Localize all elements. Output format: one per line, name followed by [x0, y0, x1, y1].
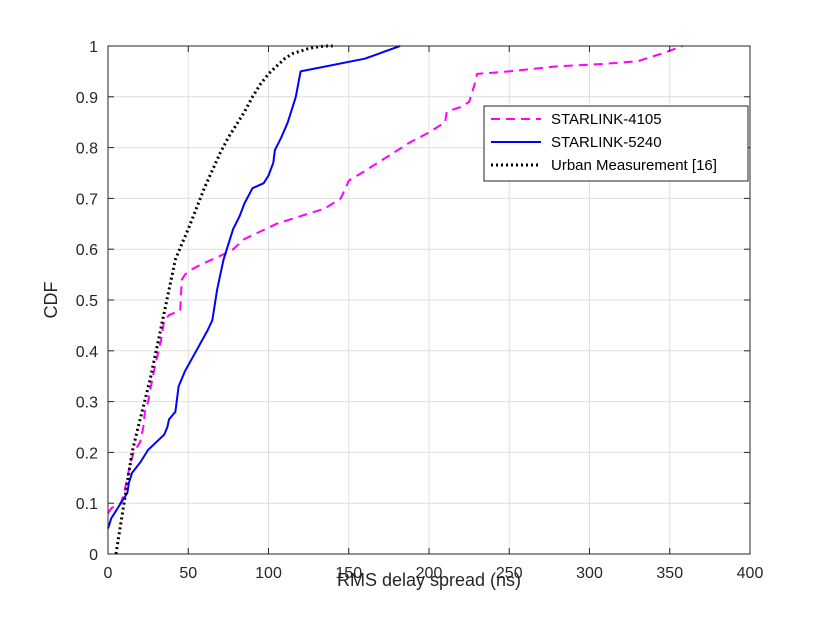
x-tick-label: 100 [255, 565, 282, 582]
y-tick-label: 0.6 [76, 242, 98, 259]
y-tick-label: 0 [89, 547, 98, 564]
legend: STARLINK-4105 STARLINK-5240 Urban Measurem… [483, 105, 749, 182]
series-line-1 [107, 45, 683, 514]
x-tick-label: 200 [416, 565, 443, 582]
y-tick-labels: 0 0.1 0.2 0.3 0.4 0.5 0.6 0.7 0.8 0.9 1 [76, 39, 98, 564]
x-tick-labels: 0 50 100 150 200 250 300 350 400 [104, 565, 764, 582]
legend-label-2: STARLINK-5240 [551, 134, 662, 151]
y-tick-label: 1 [89, 39, 98, 56]
y-tick-label: 0.2 [76, 445, 98, 462]
y-tick-label: 0.8 [76, 141, 98, 158]
axis-ticks [107, 45, 751, 555]
series-lines [107, 44, 683, 555]
y-tick-label: 0.1 [76, 496, 98, 513]
x-tick-label: 300 [576, 565, 603, 582]
y-tick-label: 0.7 [76, 191, 98, 208]
x-tick-label: 50 [179, 565, 197, 582]
x-tick-label: 350 [656, 565, 683, 582]
x-axis-label: RMS delay spread (ns) [337, 570, 521, 590]
legend-label-3: Urban Measurement [16] [551, 157, 717, 174]
y-tick-label: 0.9 [76, 90, 98, 107]
series-line-2 [107, 45, 401, 529]
y-tick-label: 0.5 [76, 293, 98, 310]
y-axis-label: CDF [41, 282, 61, 319]
x-tick-label: 250 [496, 565, 523, 582]
x-tick-label: 0 [104, 565, 113, 582]
y-tick-label: 0.3 [76, 395, 98, 412]
legend-label-1: STARLINK-4105 [551, 111, 662, 128]
y-tick-label: 0.4 [76, 344, 98, 361]
x-tick-label: 150 [335, 565, 362, 582]
x-tick-label: 400 [737, 565, 764, 582]
